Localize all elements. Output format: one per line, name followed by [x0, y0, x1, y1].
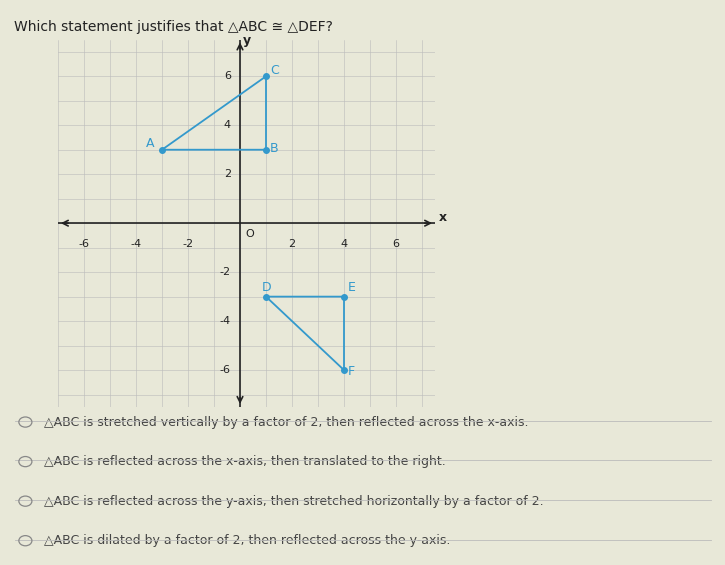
Text: y: y — [242, 34, 251, 47]
Text: D: D — [262, 280, 272, 293]
Text: 6: 6 — [224, 71, 231, 81]
Text: 6: 6 — [392, 239, 399, 249]
Text: 2: 2 — [224, 169, 231, 179]
Text: -6: -6 — [78, 239, 89, 249]
Text: △ABC is reflected across the y-axis, then stretched horizontally by a factor of : △ABC is reflected across the y-axis, the… — [44, 494, 543, 508]
Text: -4: -4 — [220, 316, 231, 326]
Text: C: C — [270, 64, 278, 77]
Text: O: O — [245, 229, 254, 238]
Text: -6: -6 — [220, 365, 231, 375]
Text: -2: -2 — [183, 239, 194, 249]
Text: F: F — [348, 365, 355, 378]
Text: A: A — [146, 137, 155, 150]
Text: △ABC is reflected across the x-axis, then translated to the right.: △ABC is reflected across the x-axis, the… — [44, 455, 445, 468]
Text: 4: 4 — [341, 239, 347, 249]
Text: 2: 2 — [289, 239, 296, 249]
Text: B: B — [270, 142, 278, 155]
Text: △ABC is stretched vertically by a factor of 2, then reflected across the x-axis.: △ABC is stretched vertically by a factor… — [44, 415, 528, 429]
Text: 4: 4 — [224, 120, 231, 131]
Text: △ABC is dilated by a factor of 2, then reflected across the y-axis.: △ABC is dilated by a factor of 2, then r… — [44, 534, 450, 547]
Text: -2: -2 — [220, 267, 231, 277]
Text: -4: -4 — [130, 239, 141, 249]
Text: E: E — [348, 280, 356, 293]
Text: x: x — [439, 211, 447, 224]
Text: Which statement justifies that △ABC ≅ △DEF?: Which statement justifies that △ABC ≅ △D… — [14, 20, 334, 34]
